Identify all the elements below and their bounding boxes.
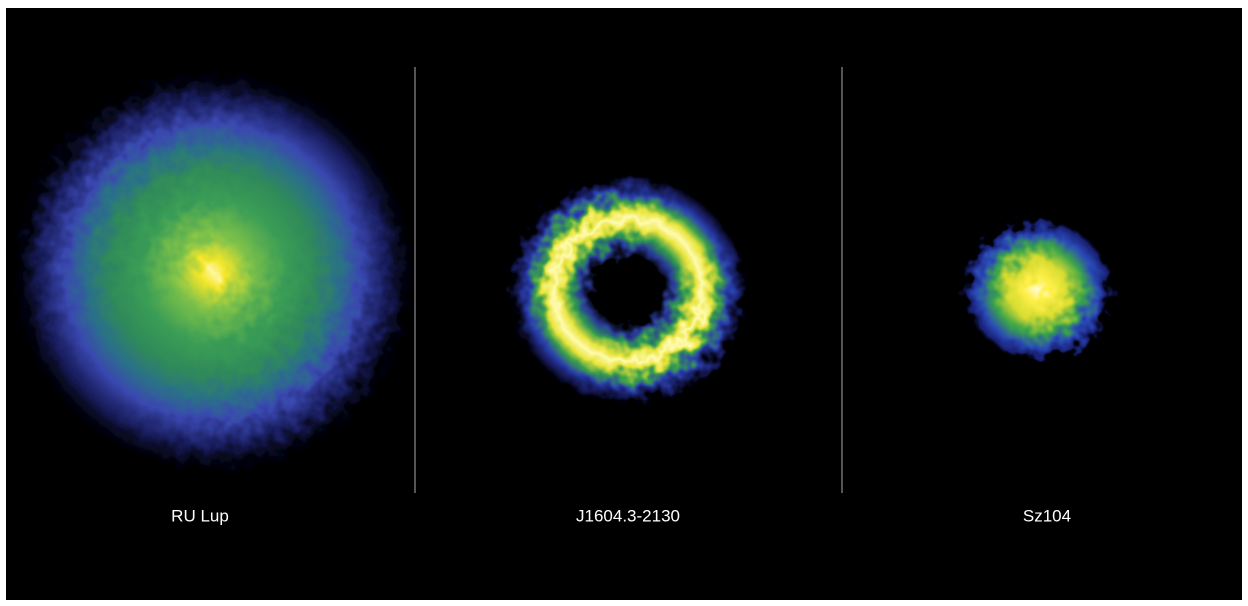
panel-label: RU Lup [171, 506, 229, 525]
disk-image [508, 175, 748, 405]
panel-label: J1604.3-2130 [576, 506, 680, 525]
disk-image [963, 218, 1113, 362]
page: RU Lup J1604.3-2130 Sz104 (() => { const… [0, 0, 1248, 606]
panel-label: Sz104 [1023, 506, 1071, 525]
disk-image [8, 67, 418, 477]
figure: RU Lup J1604.3-2130 Sz104 [0, 0, 1248, 606]
